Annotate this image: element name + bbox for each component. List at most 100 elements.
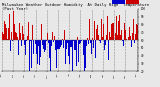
- Bar: [90, 40, 91, 43]
- Bar: [42, 40, 43, 45]
- Bar: [44, 40, 45, 52]
- Bar: [107, 16, 108, 40]
- Bar: [113, 23, 114, 40]
- Bar: [7, 39, 8, 40]
- Bar: [35, 40, 36, 44]
- Bar: [91, 34, 92, 40]
- Bar: [125, 40, 126, 41]
- Bar: [129, 27, 130, 40]
- Bar: [59, 40, 60, 50]
- Bar: [38, 40, 39, 46]
- Bar: [126, 39, 127, 40]
- Bar: [40, 40, 41, 58]
- Bar: [15, 32, 16, 40]
- Bar: [25, 40, 26, 55]
- Bar: [43, 40, 44, 49]
- Bar: [17, 37, 18, 40]
- Bar: [103, 40, 104, 56]
- Bar: [63, 40, 64, 41]
- Bar: [67, 40, 68, 43]
- Bar: [99, 40, 100, 41]
- Bar: [11, 32, 12, 40]
- Bar: [23, 40, 24, 42]
- Bar: [54, 40, 55, 50]
- Bar: [89, 19, 90, 40]
- Bar: [72, 40, 73, 71]
- Bar: [134, 40, 135, 43]
- Bar: [45, 40, 46, 64]
- Bar: [18, 40, 19, 55]
- Bar: [94, 40, 95, 51]
- Bar: [16, 33, 17, 40]
- Bar: [75, 40, 76, 50]
- Bar: [85, 40, 86, 53]
- Bar: [19, 23, 20, 40]
- Bar: [82, 39, 83, 40]
- Bar: [61, 40, 62, 45]
- Bar: [120, 35, 121, 40]
- Bar: [21, 40, 22, 46]
- Bar: [104, 40, 105, 50]
- Bar: [124, 23, 125, 40]
- Bar: [106, 35, 107, 40]
- Bar: [96, 29, 97, 40]
- Bar: [95, 40, 96, 58]
- Bar: [9, 14, 10, 40]
- Bar: [58, 40, 59, 49]
- Bar: [87, 38, 88, 40]
- Bar: [69, 40, 70, 64]
- Bar: [3, 34, 4, 40]
- Bar: [78, 40, 79, 62]
- Bar: [97, 25, 98, 40]
- Bar: [39, 40, 40, 65]
- Bar: [8, 40, 9, 43]
- Bar: [29, 40, 30, 75]
- Bar: [47, 33, 48, 40]
- Bar: [57, 40, 58, 49]
- Bar: [41, 24, 42, 40]
- Bar: [123, 40, 124, 46]
- Bar: [117, 35, 118, 40]
- Bar: [105, 40, 106, 45]
- Bar: [136, 24, 137, 40]
- Bar: [20, 33, 21, 40]
- Bar: [101, 19, 102, 40]
- Bar: [111, 24, 112, 40]
- Bar: [86, 40, 87, 46]
- Bar: [14, 40, 15, 47]
- Bar: [92, 38, 93, 40]
- Bar: [65, 40, 66, 64]
- Bar: [55, 40, 56, 50]
- Bar: [64, 30, 65, 40]
- Bar: [31, 40, 32, 68]
- Bar: [102, 37, 103, 40]
- Bar: [2, 32, 3, 40]
- Bar: [115, 33, 116, 40]
- Bar: [66, 40, 67, 49]
- Bar: [88, 40, 89, 46]
- Bar: [122, 40, 123, 41]
- Bar: [5, 24, 6, 40]
- Bar: [62, 39, 63, 40]
- Bar: [135, 34, 136, 40]
- Bar: [77, 37, 78, 40]
- Text: Milwaukee Weather Outdoor Humidity  At Daily High  Temperature  (Past Year): Milwaukee Weather Outdoor Humidity At Da…: [2, 3, 151, 11]
- Bar: [131, 40, 132, 48]
- Bar: [68, 40, 69, 56]
- Bar: [10, 40, 11, 51]
- Bar: [84, 40, 85, 71]
- Bar: [32, 25, 33, 40]
- Bar: [24, 40, 25, 45]
- Bar: [53, 40, 54, 42]
- Bar: [71, 40, 72, 47]
- Bar: [83, 40, 84, 55]
- Bar: [51, 40, 52, 65]
- Bar: [74, 40, 75, 50]
- Bar: [80, 40, 81, 43]
- Bar: [132, 33, 133, 40]
- Bar: [12, 40, 13, 41]
- Bar: [81, 40, 82, 41]
- Bar: [73, 40, 74, 41]
- Bar: [48, 23, 49, 40]
- Bar: [118, 21, 119, 40]
